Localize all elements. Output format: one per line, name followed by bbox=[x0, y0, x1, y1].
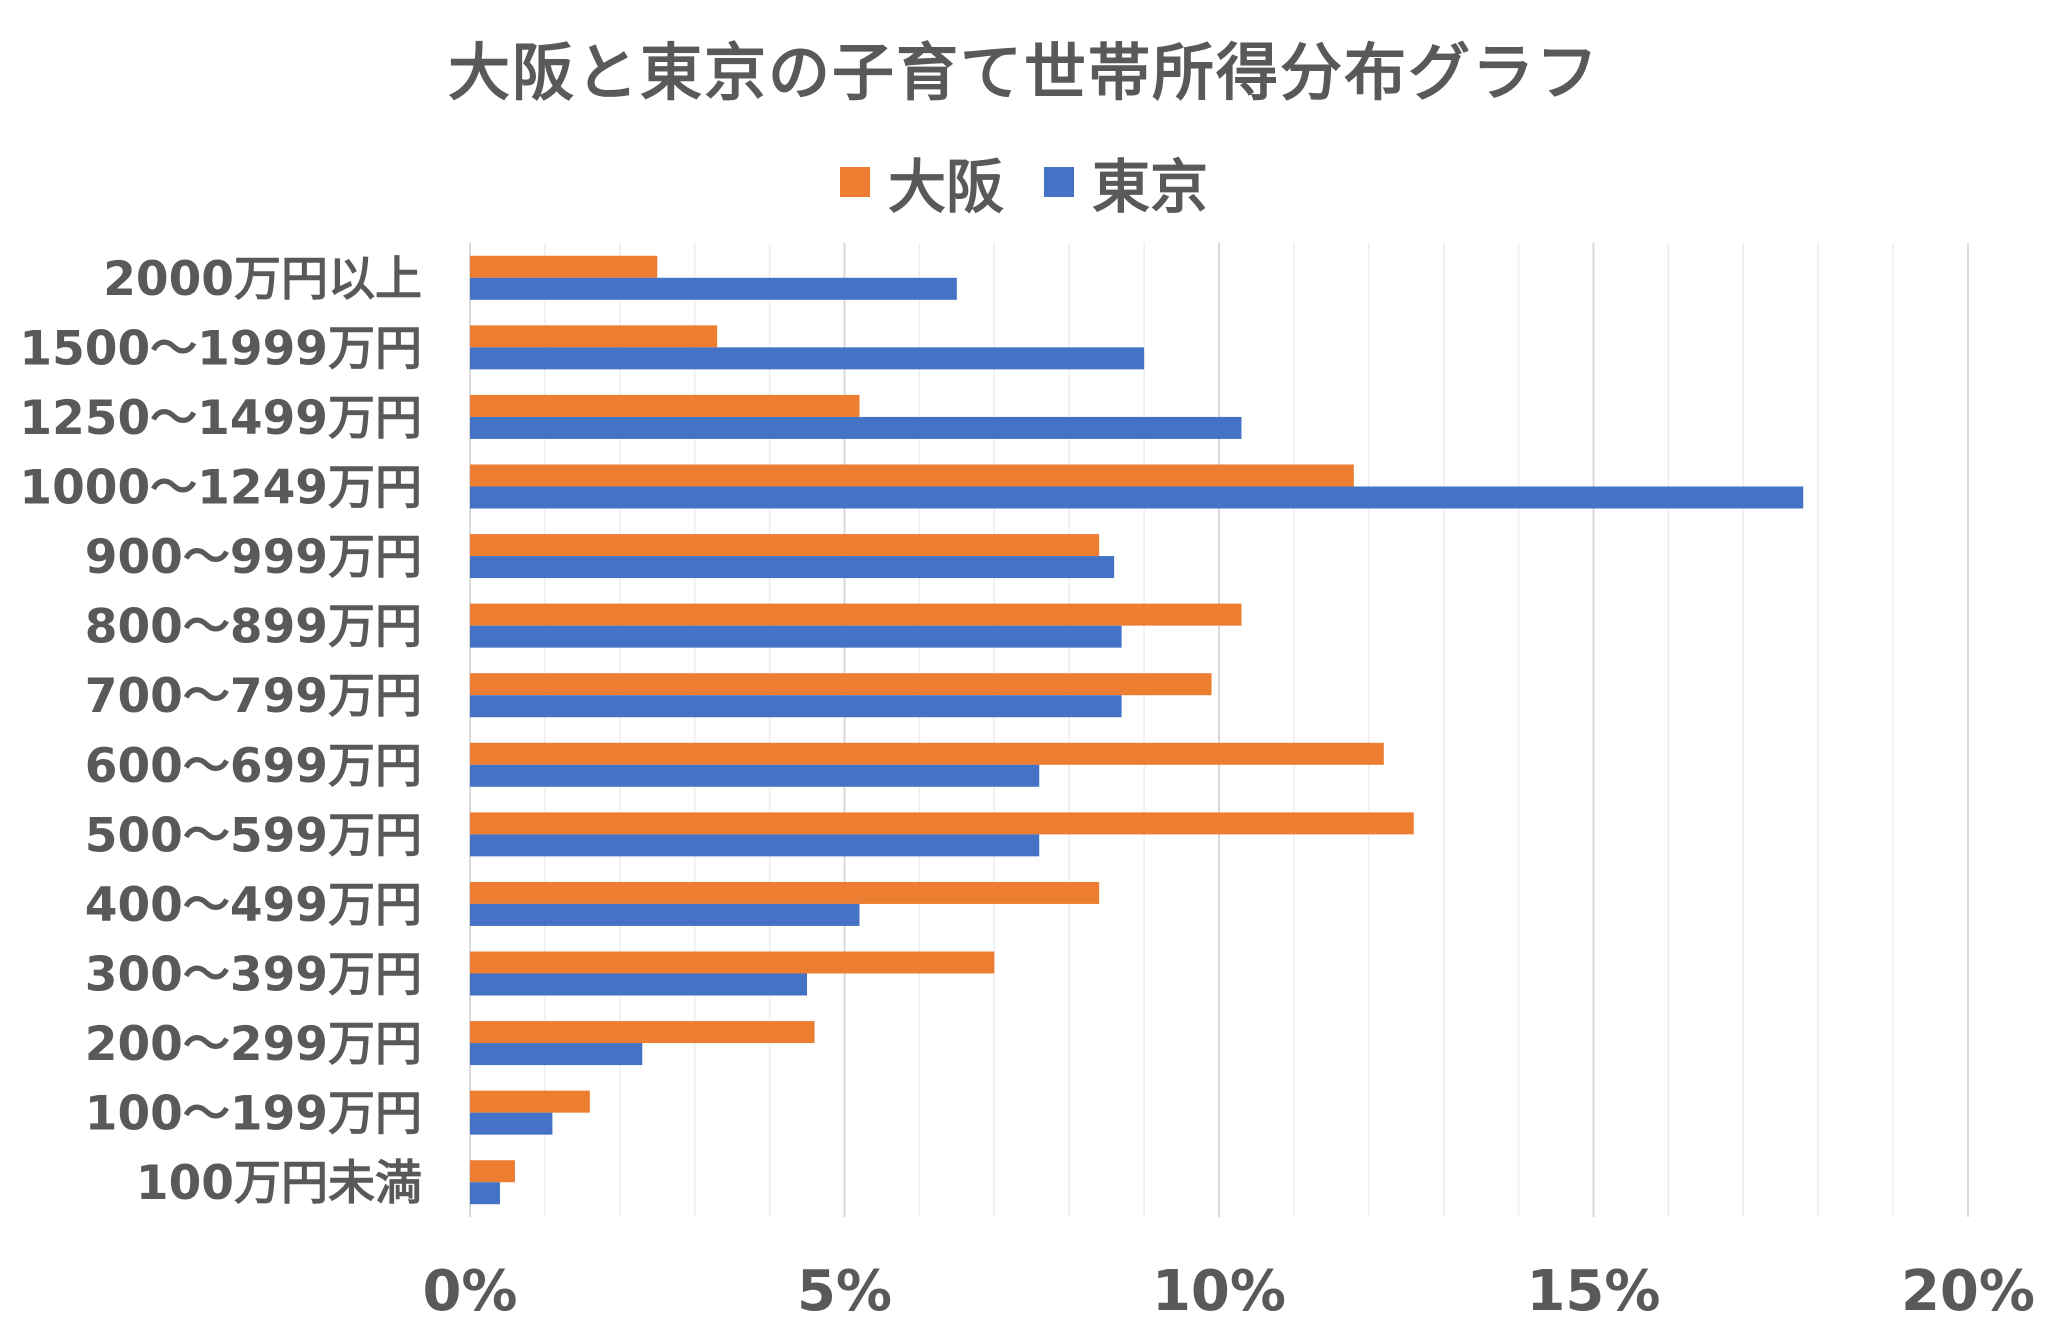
legend-swatch-osaka bbox=[839, 167, 870, 197]
bar-tokyo bbox=[470, 834, 1040, 857]
legend-swatch-tokyo bbox=[1044, 167, 1074, 197]
category-label: 100万円未満 bbox=[136, 1156, 422, 1211]
category-label: 600～699万円 bbox=[85, 739, 422, 794]
legend: 大阪 東京 bbox=[0, 140, 2048, 224]
legend-item-tokyo: 東京 bbox=[1044, 140, 1208, 224]
x-tick-label: 10% bbox=[1152, 1259, 1286, 1324]
x-tick-label: 0% bbox=[422, 1259, 517, 1324]
bar-osaka bbox=[470, 603, 1242, 626]
bar-tokyo bbox=[470, 1043, 643, 1066]
category-label: 900～999万円 bbox=[85, 530, 422, 585]
bar-osaka bbox=[470, 534, 1100, 557]
legend-item-osaka: 大阪 bbox=[839, 140, 1004, 224]
bar-tokyo bbox=[470, 695, 1122, 718]
category-label: 1250～1499万円 bbox=[19, 391, 422, 446]
bar-osaka bbox=[470, 742, 1384, 765]
bar-osaka bbox=[470, 1160, 515, 1183]
category-label: 500～599万円 bbox=[85, 808, 422, 863]
bar-tokyo bbox=[470, 416, 1242, 439]
bar-osaka bbox=[470, 394, 860, 417]
category-label: 1500～1999万円 bbox=[19, 321, 422, 376]
bar-tokyo bbox=[470, 764, 1040, 787]
x-tick-label: 15% bbox=[1526, 1259, 1660, 1324]
bar-tokyo bbox=[470, 486, 1804, 509]
bar-tokyo bbox=[470, 1112, 553, 1135]
bar-tokyo bbox=[470, 347, 1145, 370]
legend-label-osaka: 大阪 bbox=[887, 153, 1004, 221]
bar-osaka bbox=[470, 464, 1354, 487]
x-tick-label: 20% bbox=[1901, 1259, 2035, 1324]
bar-tokyo bbox=[470, 277, 957, 300]
chart-title: 大阪と東京の子育て世帯所得分布グラフ bbox=[447, 36, 1600, 109]
bar-osaka bbox=[470, 812, 1414, 835]
category-label: 100～199万円 bbox=[85, 1087, 422, 1142]
bar-osaka bbox=[470, 325, 718, 348]
category-label: 300～399万円 bbox=[85, 948, 422, 1003]
bar-osaka bbox=[470, 1090, 590, 1113]
bar-tokyo bbox=[470, 1182, 500, 1205]
category-label: 700～799万円 bbox=[85, 669, 422, 724]
x-tick-label: 5% bbox=[797, 1259, 892, 1324]
bar-tokyo bbox=[470, 973, 808, 996]
bar-tokyo bbox=[470, 556, 1115, 579]
bar-osaka bbox=[470, 951, 995, 974]
bar-tokyo bbox=[470, 625, 1122, 648]
bar-osaka bbox=[470, 673, 1212, 696]
category-label: 200～299万円 bbox=[85, 1017, 422, 1072]
bar-tokyo bbox=[470, 903, 860, 926]
legend-label-tokyo: 東京 bbox=[1092, 153, 1209, 221]
category-label: 800～899万円 bbox=[85, 600, 422, 655]
bar-osaka bbox=[470, 255, 658, 278]
category-label: 400～499万円 bbox=[85, 878, 422, 933]
bar-osaka bbox=[470, 881, 1100, 904]
category-label: 1000～1249万円 bbox=[19, 461, 422, 516]
category-label: 2000万円以上 bbox=[103, 252, 422, 307]
bar-osaka bbox=[470, 1021, 815, 1044]
